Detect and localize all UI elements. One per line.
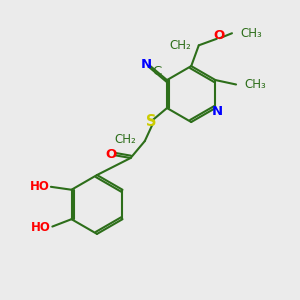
Text: S: S [146, 114, 156, 129]
Text: CH₃: CH₃ [244, 78, 266, 91]
Text: HO: HO [29, 180, 50, 193]
Text: HO: HO [31, 220, 51, 234]
Text: N: N [212, 105, 223, 118]
Text: C: C [152, 65, 161, 78]
Text: O: O [214, 29, 225, 42]
Text: CH₃: CH₃ [240, 27, 262, 40]
Text: CH₂: CH₂ [115, 133, 136, 146]
Text: N: N [141, 58, 152, 71]
Text: O: O [106, 148, 117, 161]
Text: CH₂: CH₂ [170, 39, 191, 52]
